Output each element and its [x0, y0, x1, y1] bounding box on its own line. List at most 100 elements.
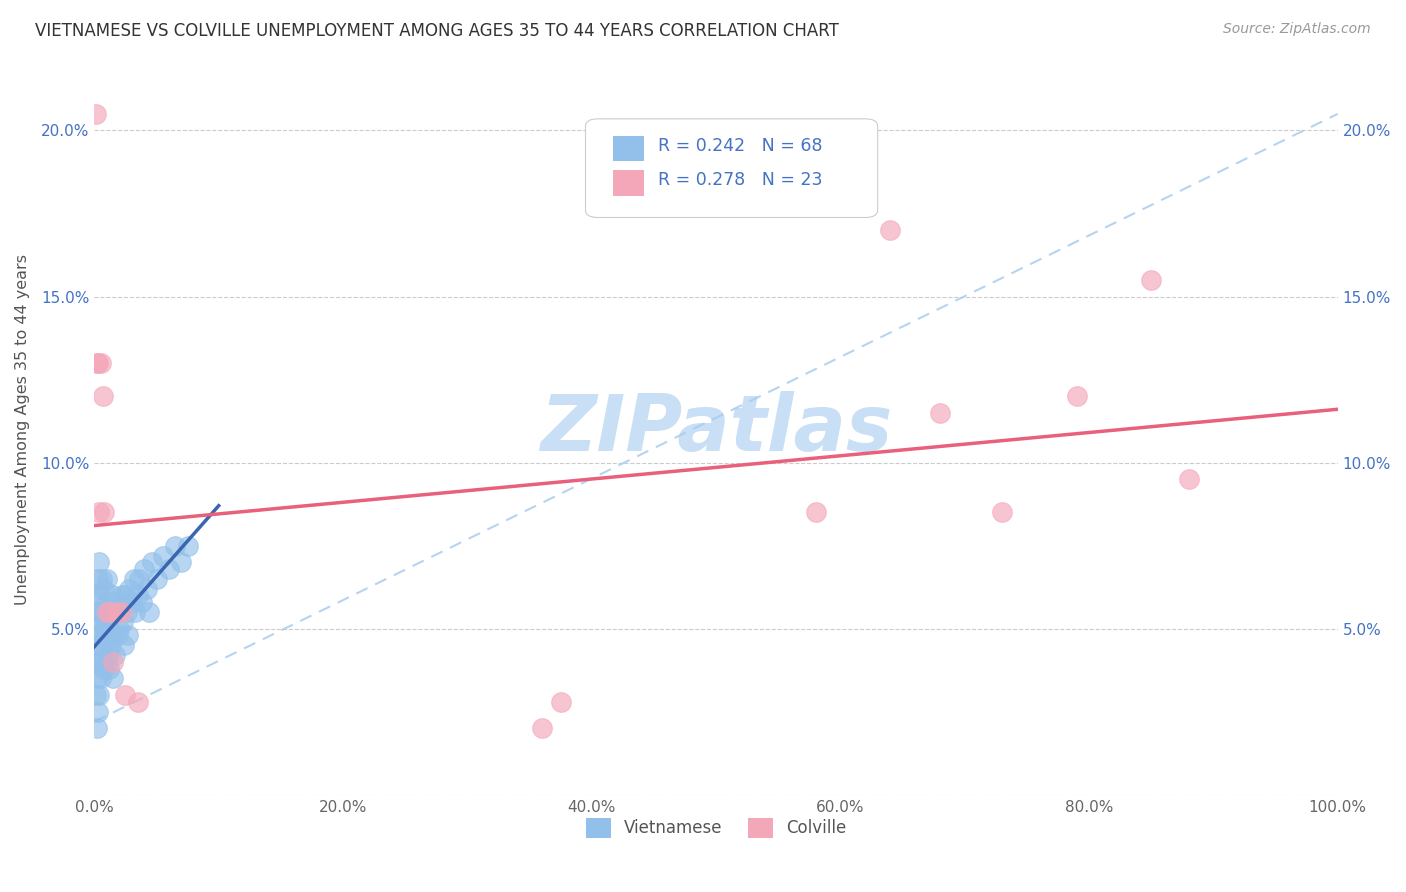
Point	[93, 505, 115, 519]
Point	[115, 605, 138, 619]
Text: R = 0.278   N = 23: R = 0.278 N = 23	[658, 170, 823, 188]
Point	[96, 605, 118, 619]
Point	[879, 223, 901, 237]
Point	[84, 107, 107, 121]
Point	[138, 605, 160, 619]
Point	[91, 638, 114, 652]
Point	[550, 695, 572, 709]
Point	[84, 655, 107, 669]
Point	[1140, 273, 1163, 287]
Point	[152, 549, 174, 563]
Point	[84, 688, 107, 702]
Point	[86, 638, 108, 652]
Point	[170, 555, 193, 569]
FancyBboxPatch shape	[613, 170, 644, 195]
Point	[112, 638, 135, 652]
Point	[90, 672, 112, 686]
Point	[87, 572, 110, 586]
Point	[98, 622, 121, 636]
Point	[1177, 472, 1199, 486]
Point	[121, 595, 143, 609]
Point	[94, 628, 117, 642]
Point	[91, 389, 114, 403]
Point	[101, 672, 124, 686]
Point	[530, 721, 553, 735]
Point	[141, 555, 163, 569]
Point	[87, 605, 110, 619]
Point	[103, 605, 125, 619]
Point	[108, 622, 131, 636]
Text: Source: ZipAtlas.com: Source: ZipAtlas.com	[1223, 22, 1371, 37]
Point	[111, 615, 134, 629]
Point	[122, 572, 145, 586]
Point	[86, 721, 108, 735]
Point	[89, 605, 111, 619]
Point	[96, 615, 118, 629]
Point	[117, 628, 139, 642]
Point	[97, 648, 120, 663]
Point	[124, 605, 146, 619]
Point	[97, 605, 120, 619]
Point	[127, 589, 149, 603]
Point	[84, 622, 107, 636]
Legend: Vietnamese, Colville: Vietnamese, Colville	[579, 811, 853, 845]
Point	[86, 356, 108, 370]
Text: VIETNAMESE VS COLVILLE UNEMPLOYMENT AMONG AGES 35 TO 44 YEARS CORRELATION CHART: VIETNAMESE VS COLVILLE UNEMPLOYMENT AMON…	[35, 22, 839, 40]
Point	[90, 572, 112, 586]
Point	[94, 595, 117, 609]
Point	[89, 638, 111, 652]
Y-axis label: Unemployment Among Ages 35 to 44 years: Unemployment Among Ages 35 to 44 years	[15, 254, 30, 605]
Point	[90, 615, 112, 629]
Point	[114, 688, 136, 702]
Point	[101, 628, 124, 642]
Point	[104, 648, 127, 663]
Point	[87, 705, 110, 719]
Point	[90, 356, 112, 370]
Point	[111, 589, 134, 603]
Point	[100, 589, 122, 603]
Point	[111, 605, 134, 619]
Point	[90, 655, 112, 669]
Point	[928, 406, 950, 420]
Point	[89, 505, 111, 519]
Point	[96, 655, 118, 669]
Point	[110, 605, 132, 619]
Point	[87, 655, 110, 669]
Point	[86, 589, 108, 603]
Point	[145, 572, 167, 586]
Point	[98, 605, 121, 619]
Point	[105, 595, 128, 609]
Point	[114, 589, 136, 603]
Point	[90, 589, 112, 603]
Point	[157, 562, 180, 576]
Point	[101, 655, 124, 669]
Point	[132, 562, 155, 576]
Point	[165, 539, 187, 553]
FancyBboxPatch shape	[585, 119, 877, 218]
Point	[93, 582, 115, 596]
Point	[105, 605, 128, 619]
Point	[1066, 389, 1088, 403]
Point	[135, 582, 157, 596]
Point	[89, 688, 111, 702]
Point	[93, 661, 115, 675]
Point	[89, 555, 111, 569]
Point	[804, 505, 827, 519]
Point	[131, 595, 153, 609]
Point	[100, 638, 122, 652]
Point	[127, 695, 149, 709]
Point	[107, 628, 129, 642]
Point	[96, 572, 118, 586]
Point	[93, 622, 115, 636]
Text: R = 0.242   N = 68: R = 0.242 N = 68	[658, 136, 823, 155]
Text: ZIPatlas: ZIPatlas	[540, 392, 893, 467]
Point	[91, 605, 114, 619]
Point	[86, 672, 108, 686]
Point	[98, 661, 121, 675]
Point	[176, 539, 198, 553]
FancyBboxPatch shape	[613, 136, 644, 161]
Point	[118, 582, 141, 596]
Point	[90, 628, 112, 642]
Point	[991, 505, 1014, 519]
Point	[87, 356, 110, 370]
